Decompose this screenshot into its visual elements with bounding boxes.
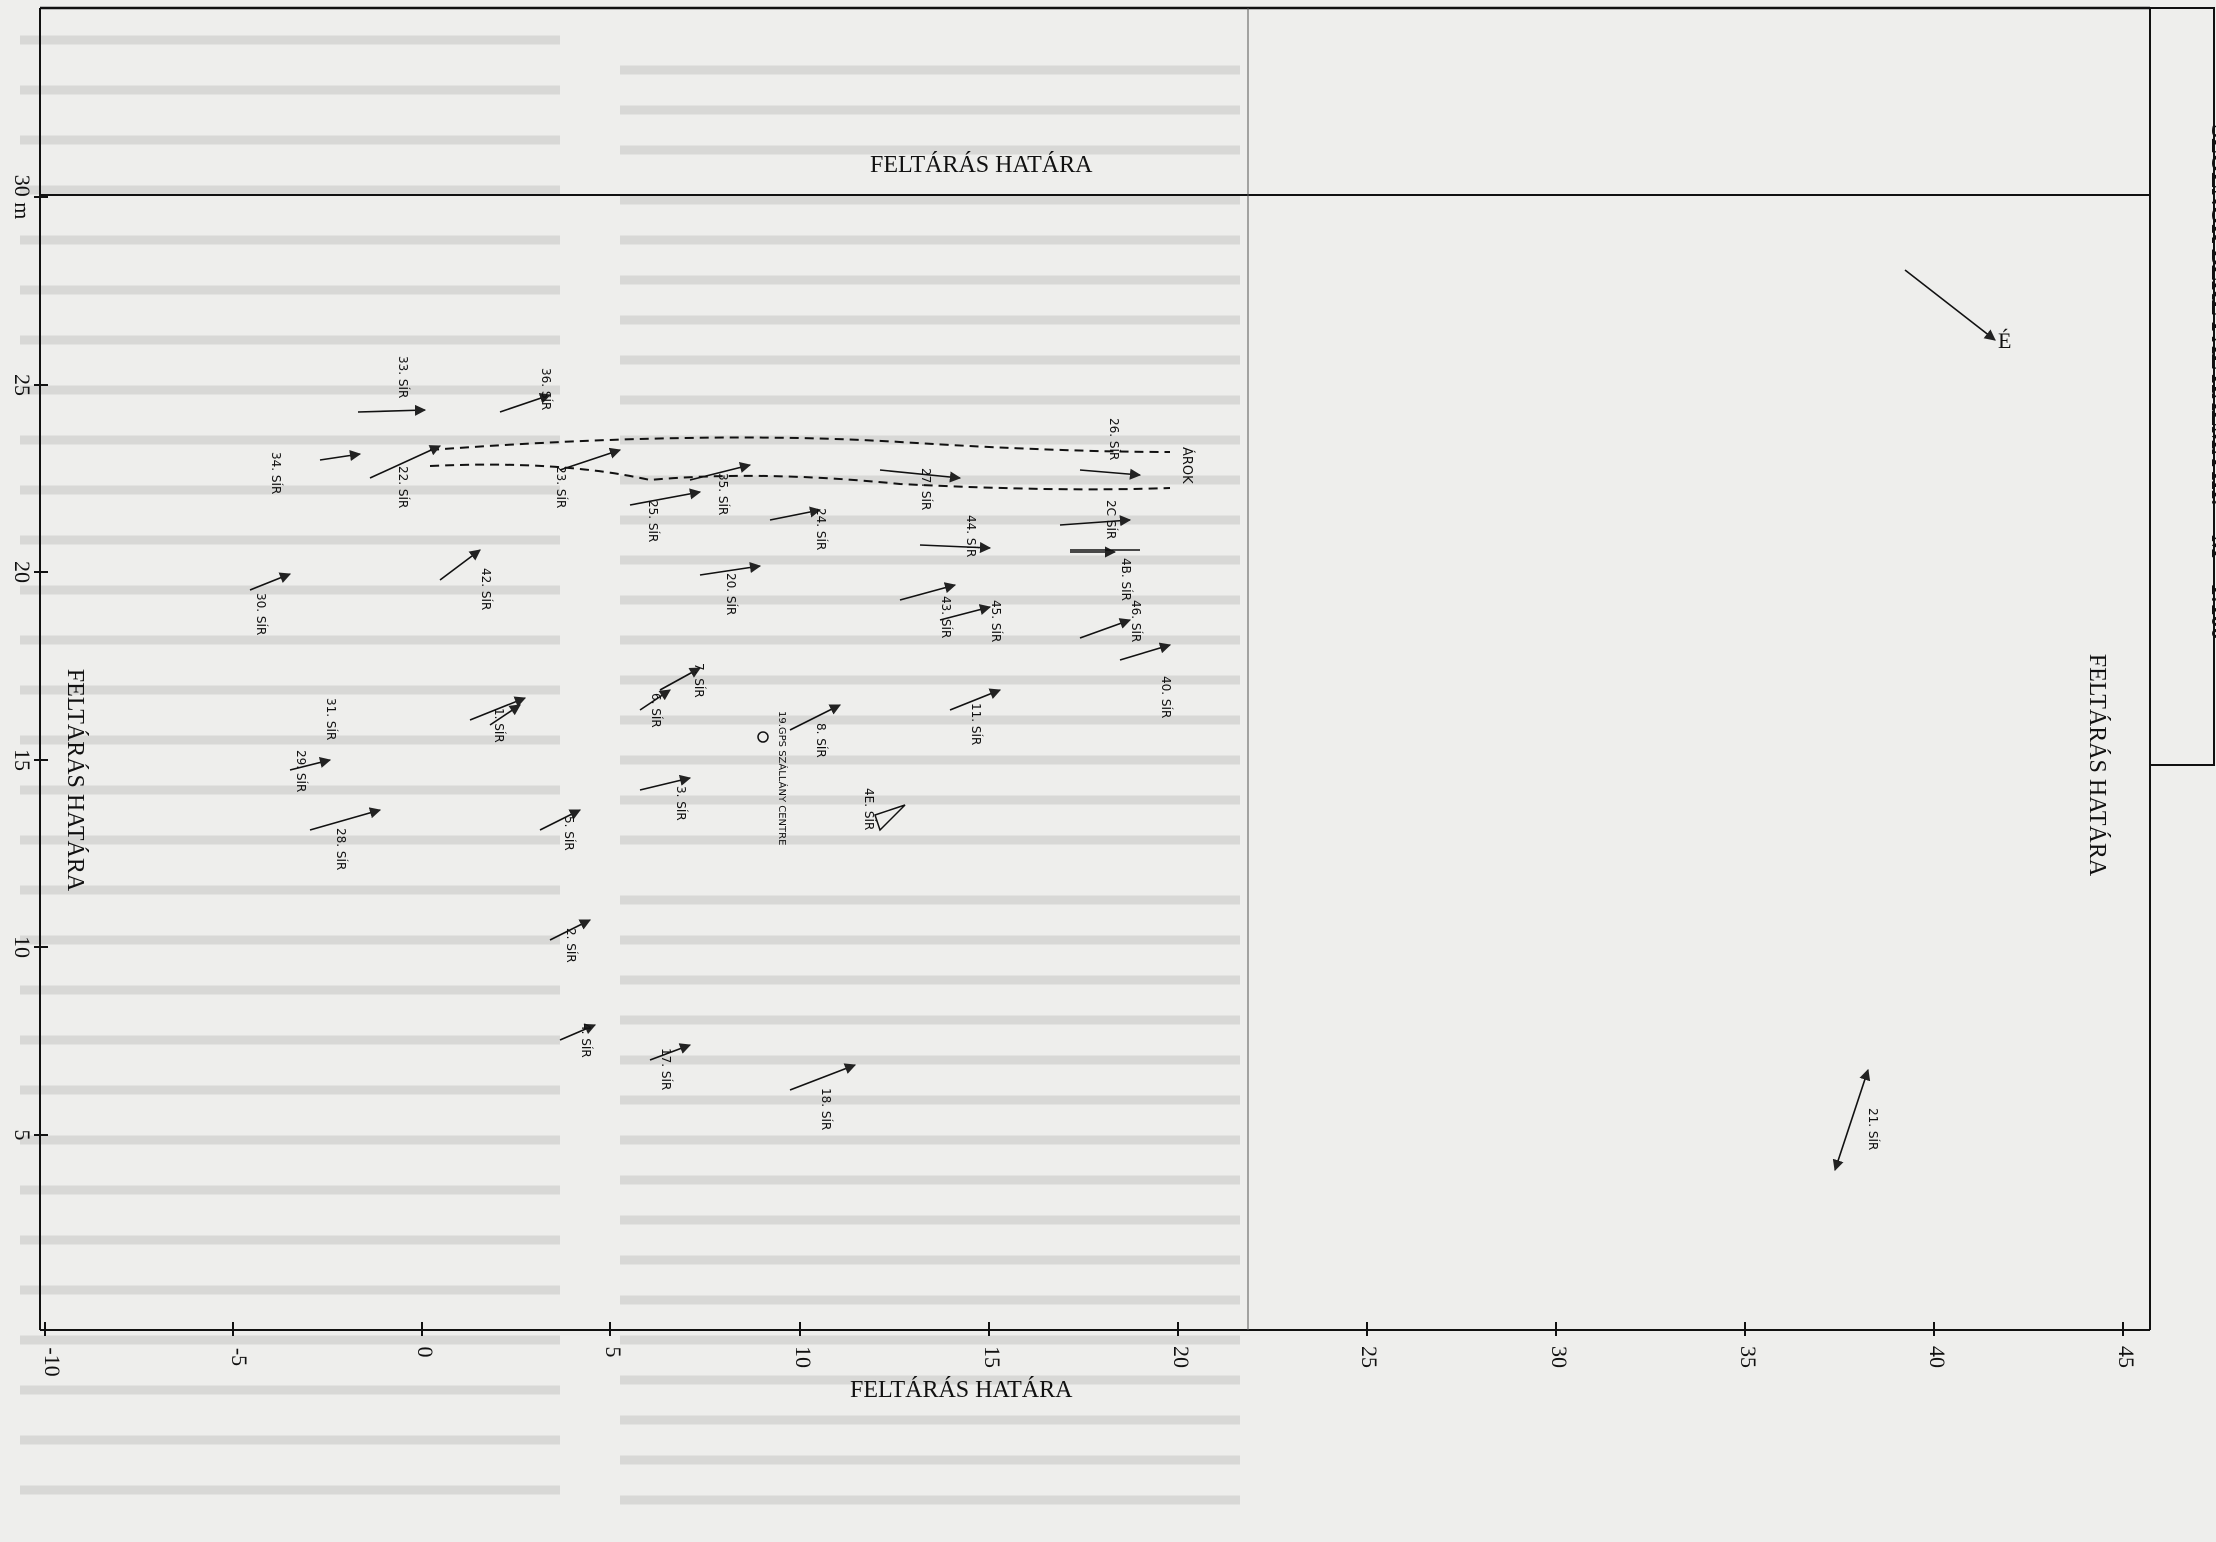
border-label-bottom: FELTÁRÁS HATÁRA	[850, 1377, 1073, 1403]
grave-label: 20. SÍR	[724, 573, 738, 616]
grave-label: 34. SÍR	[269, 452, 283, 495]
grave-label: 46. SÍR	[1129, 600, 1143, 643]
north-arrow	[1904, 269, 1996, 341]
grave-label: 29. SÍR	[294, 750, 308, 793]
grave-label: 44. SÍR	[964, 515, 978, 558]
x-tick-label: 45	[2114, 1346, 2139, 1368]
grave-label: 7. SÍR	[692, 663, 706, 698]
grave-label: 24. SÍR	[814, 508, 828, 551]
grave-label: 30. SÍR	[254, 593, 268, 636]
background-text-ghost	[20, 35, 1240, 1505]
grave-label: 1. SÍR	[492, 708, 506, 743]
grave-label: 18. SÍR	[819, 1088, 833, 1131]
grave-label: 31. SÍR	[324, 698, 338, 741]
grave-label: 40. SÍR	[1159, 676, 1173, 719]
x-tick-label: 5	[601, 1346, 626, 1358]
x-tick-label: -10	[40, 1347, 65, 1377]
grave-label: 28. SÍR	[334, 828, 348, 871]
grave-label: 27. SÍR	[919, 468, 933, 511]
grave-label: 25. SÍR	[646, 500, 660, 543]
x-tick-label: 0	[413, 1346, 438, 1358]
scale-label: M = 1:100	[2206, 535, 2216, 640]
x-tick-label: 35	[1736, 1346, 1761, 1368]
survey-point-label: 19.GPS SZÁLLÁNY CENTRE	[776, 711, 787, 846]
grave-arrows	[249, 392, 1871, 1172]
border-label-right: FELTÁRÁS HATÁRA	[2084, 653, 2110, 877]
excavation-boundary	[39, 6, 2151, 1331]
north-label: É	[1998, 328, 2012, 353]
y-tick-label: 30 m	[10, 174, 35, 220]
grave-label: 21. SÍR	[1866, 1108, 1880, 1151]
page-title: SZOLNOK BEKE PÁL HALMA III. M = 1:100	[2192, 122, 2216, 642]
y-tick-label: 20	[10, 561, 35, 583]
grave-label: 2. SÍR	[564, 928, 578, 963]
grave-label: 5. SÍR	[562, 816, 576, 851]
x-tick-label: 40	[1925, 1346, 1950, 1368]
ditch-outline	[429, 436, 1171, 491]
grave-label: 4E. SÍR	[862, 788, 876, 831]
grave-label: 11. SÍR	[969, 703, 983, 746]
y-axis-ticks	[34, 196, 48, 1136]
x-tick-label: 25	[1357, 1346, 1382, 1368]
grave-label: 6. SÍR	[649, 693, 663, 728]
border-label-top: FELTÁRÁS HATÁRA	[870, 152, 1093, 178]
grave-label: 35. SÍR	[716, 473, 730, 516]
x-tick-label: 15	[980, 1346, 1005, 1368]
grave-label: 33. SÍR	[396, 356, 410, 399]
grave-label: 45. SÍR	[989, 600, 1003, 643]
title-frame	[2149, 7, 2215, 766]
x-tick-label: 10	[791, 1346, 816, 1368]
grave-label: 23. SÍR	[554, 466, 568, 509]
grave-label: 43. SÍR	[939, 596, 953, 639]
grave-label: 42. SÍR	[479, 568, 493, 611]
grave-label: 17. SÍR	[659, 1048, 673, 1091]
y-tick-label: 15	[10, 749, 35, 771]
y-tick-label: 10	[10, 936, 35, 958]
ditch-label: ÁROK	[1179, 447, 1194, 484]
y-tick-label: 5	[10, 1129, 35, 1141]
y-tick-label: 25	[10, 374, 35, 396]
grave-label: 8. SÍR	[814, 723, 828, 758]
survey-marker	[757, 731, 906, 832]
x-axis-ticks	[44, 1322, 2124, 1336]
grave-label: 36. SÍR	[539, 368, 553, 411]
grave-label: 22. SÍR	[396, 466, 410, 509]
border-label-left: FELTÁRÁS HATÁRA	[62, 668, 88, 892]
x-tick-label: 30	[1547, 1346, 1572, 1368]
x-tick-label: 20	[1169, 1346, 1194, 1368]
grave-label: 2C SÍR	[1104, 500, 1118, 540]
grave-label: 3. SÍR	[674, 786, 688, 821]
x-tick-label: -5	[227, 1347, 252, 1367]
grave-label: 4. SÍR	[579, 1023, 593, 1058]
grave-label: 26. SÍR	[1107, 418, 1121, 461]
